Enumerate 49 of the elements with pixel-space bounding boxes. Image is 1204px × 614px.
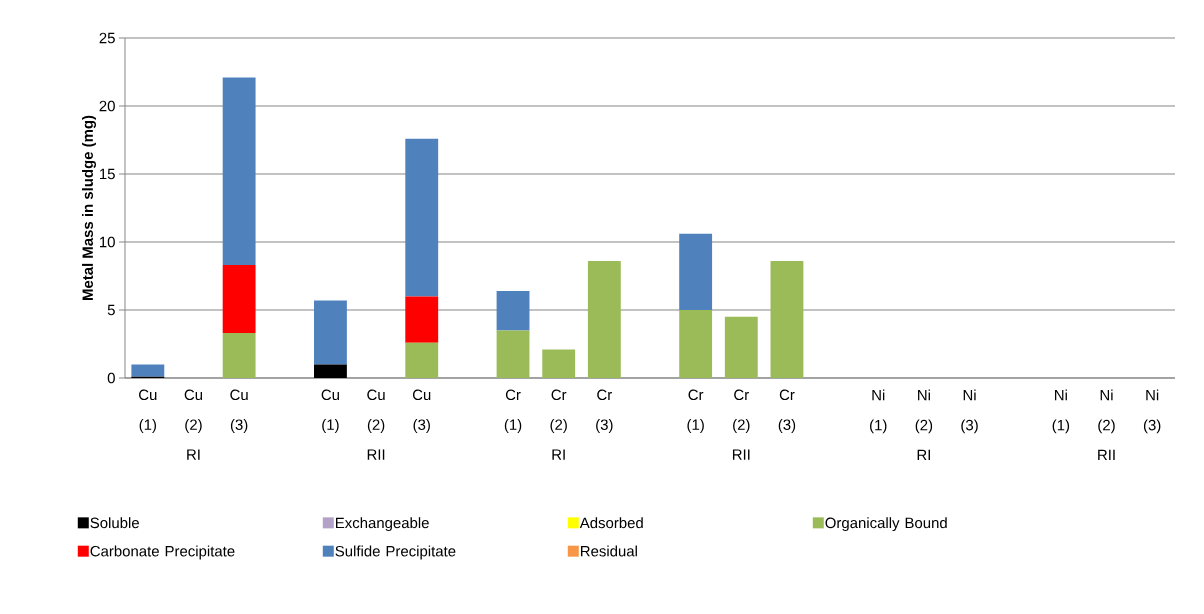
bar [542,349,576,378]
legend-label: Organically Bound [825,517,947,532]
bar [587,261,621,378]
category-label: Cr (2) RI [550,389,567,460]
bar [405,296,439,343]
category-label: Cu (2) RII [367,389,385,460]
bar [314,364,347,378]
category-label: Cu (3) [230,389,248,433]
category-label: Cr (3) [778,389,796,433]
category-label: Ni (3) [1143,389,1161,434]
category-label: Cr (1) [504,389,522,433]
y-tick-label: 10 [100,236,115,248]
y-tick-label: 25 [99,32,115,44]
y-axis-title: Metal Mass in sludge (mg) [82,115,97,300]
category-label: Cr (3) [596,389,613,433]
bar [679,310,713,378]
category-label: Cu (1) [139,389,157,433]
bar [314,300,347,365]
legend-label: Residual [581,545,637,557]
bar [724,316,758,378]
category-label: Cr (2) RII [732,389,750,460]
bar [222,265,256,334]
y-tick-label: 15 [100,168,115,180]
legend-label: Carbonate Precipitate [90,545,235,560]
legend-label: Adsorbed [579,517,643,529]
category-label: Ni (2) RI [915,389,933,461]
bar [496,330,530,378]
bar [405,138,439,297]
y-tick-label: 5 [107,304,115,316]
bar [496,290,530,331]
y-tick-label: 20 [99,100,115,112]
category-label: Ni (1) [870,389,887,434]
category-label: Cr (1) [687,389,704,433]
bar [222,333,256,378]
bar [131,364,165,377]
legend-label: Sulfide Precipitate [335,545,456,560]
bar [770,261,804,378]
category-label: Cu (2) RI [184,389,203,460]
legend-label: Exchangeable [336,517,429,532]
category-label: Cu (1) [321,389,339,433]
bar [679,233,713,310]
category-label: Ni (1) [1052,389,1070,434]
category-label: Ni (2) RII [1098,389,1115,461]
legend-label: Soluble [90,517,139,529]
category-label: Cu (3) [412,389,431,433]
y-tick-label: 0 [107,372,115,384]
category-label: Ni (3) [961,389,978,434]
bar [222,77,256,266]
bar [405,342,439,378]
